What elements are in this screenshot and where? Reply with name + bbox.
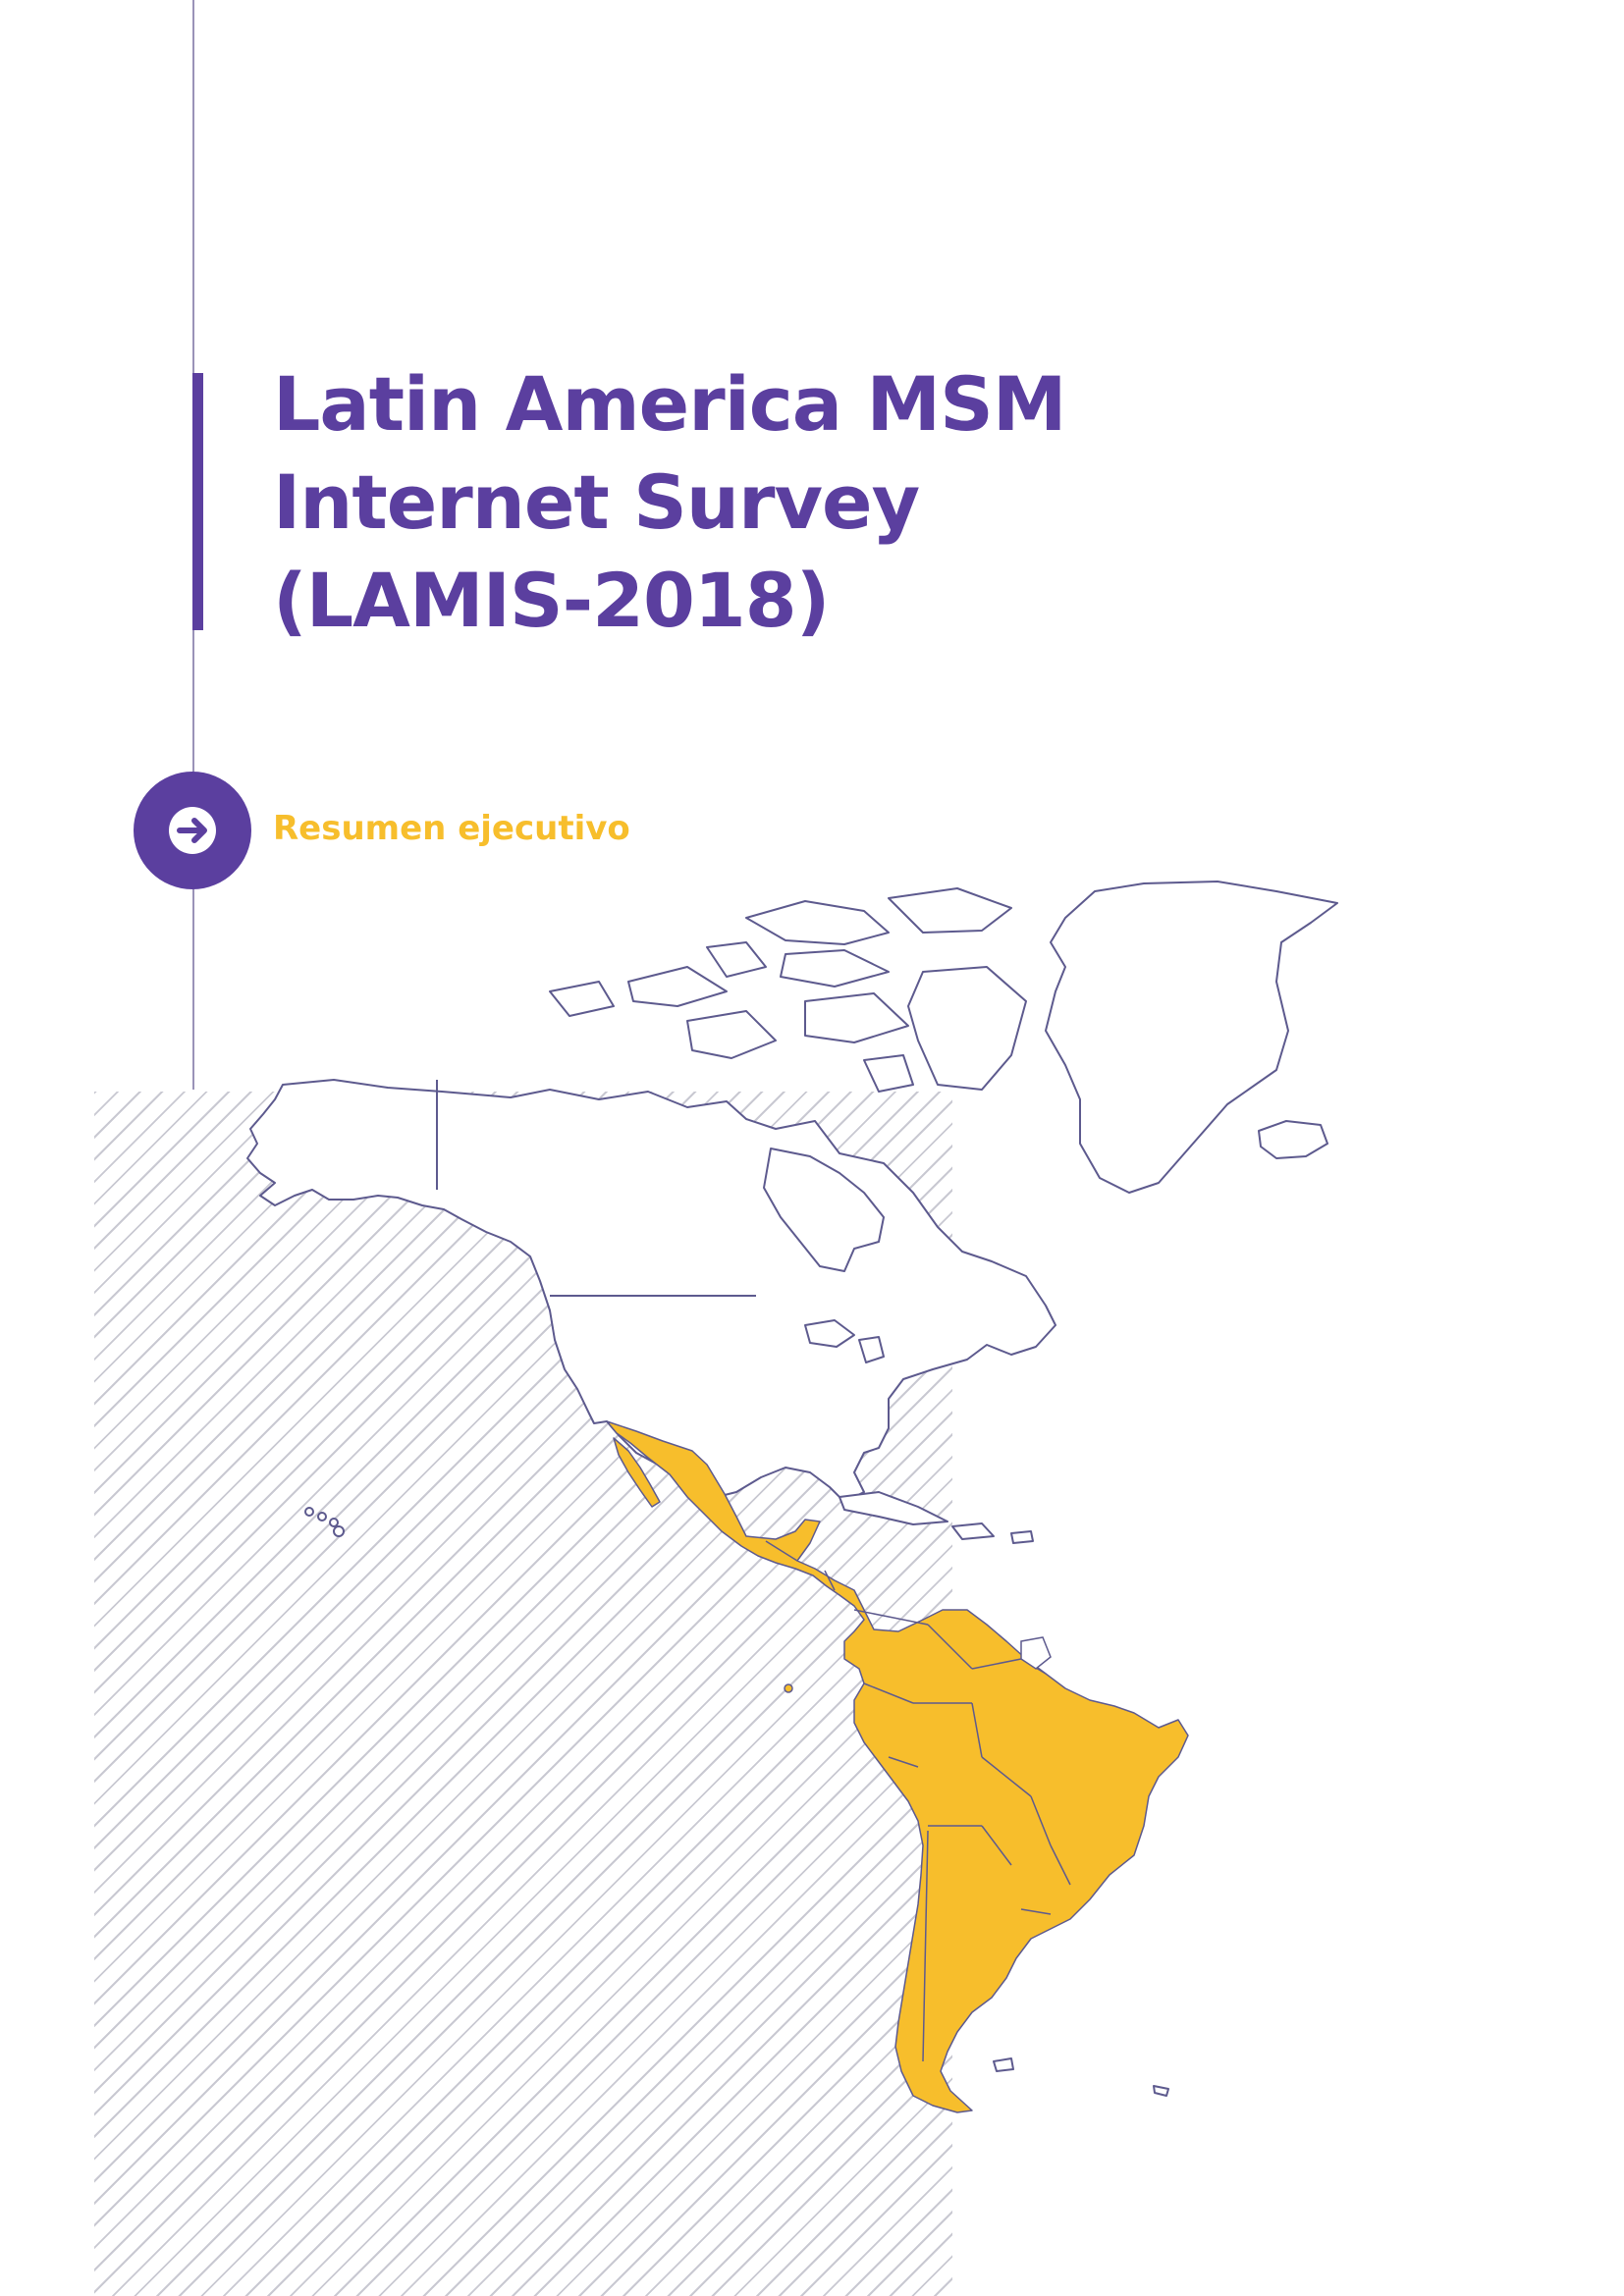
title-accent-bar (192, 373, 203, 630)
arrow-right-icon (169, 807, 216, 854)
arctic-island (549, 981, 615, 1017)
south-georgia (1153, 2085, 1169, 2097)
hudson-bay (763, 1148, 885, 1272)
arctic-island (780, 949, 890, 988)
arctic-island (627, 966, 728, 1007)
baffin-island (907, 966, 1027, 1091)
cuba-outline (839, 1491, 948, 1525)
arrow-badge (134, 772, 251, 889)
hawaii-island (317, 1512, 327, 1522)
french-guiana (1020, 1636, 1052, 1670)
caribbean-island (951, 1522, 995, 1540)
subtitle: Resumen ejecutivo (273, 809, 630, 848)
iceland-outline (1258, 1120, 1328, 1159)
arctic-island (706, 941, 767, 978)
falklands (993, 2057, 1014, 2072)
arctic-island (888, 887, 1012, 934)
hawaii-island (329, 1518, 339, 1527)
caribbean-island (1010, 1530, 1034, 1544)
arctic-island (804, 992, 909, 1043)
great-lakes (804, 1319, 855, 1348)
hawaii-island (304, 1507, 314, 1517)
title-line-3: (LAMIS-2018) (273, 557, 830, 644)
page-title: Latin America MSM Internet Survey (LAMIS… (273, 355, 1451, 650)
title-line-1: Latin America MSM (273, 360, 1067, 448)
arctic-island (863, 1054, 914, 1093)
arctic-island (686, 1010, 777, 1059)
baja-california (613, 1437, 661, 1508)
greenland-outline (1045, 881, 1338, 1194)
galapagos (784, 1683, 793, 1693)
hawaii-island (333, 1525, 345, 1537)
arctic-island (745, 900, 890, 945)
great-lakes (858, 1336, 885, 1363)
latin-america-outline (606, 1420, 1189, 2113)
title-line-2: Internet Survey (273, 458, 920, 546)
